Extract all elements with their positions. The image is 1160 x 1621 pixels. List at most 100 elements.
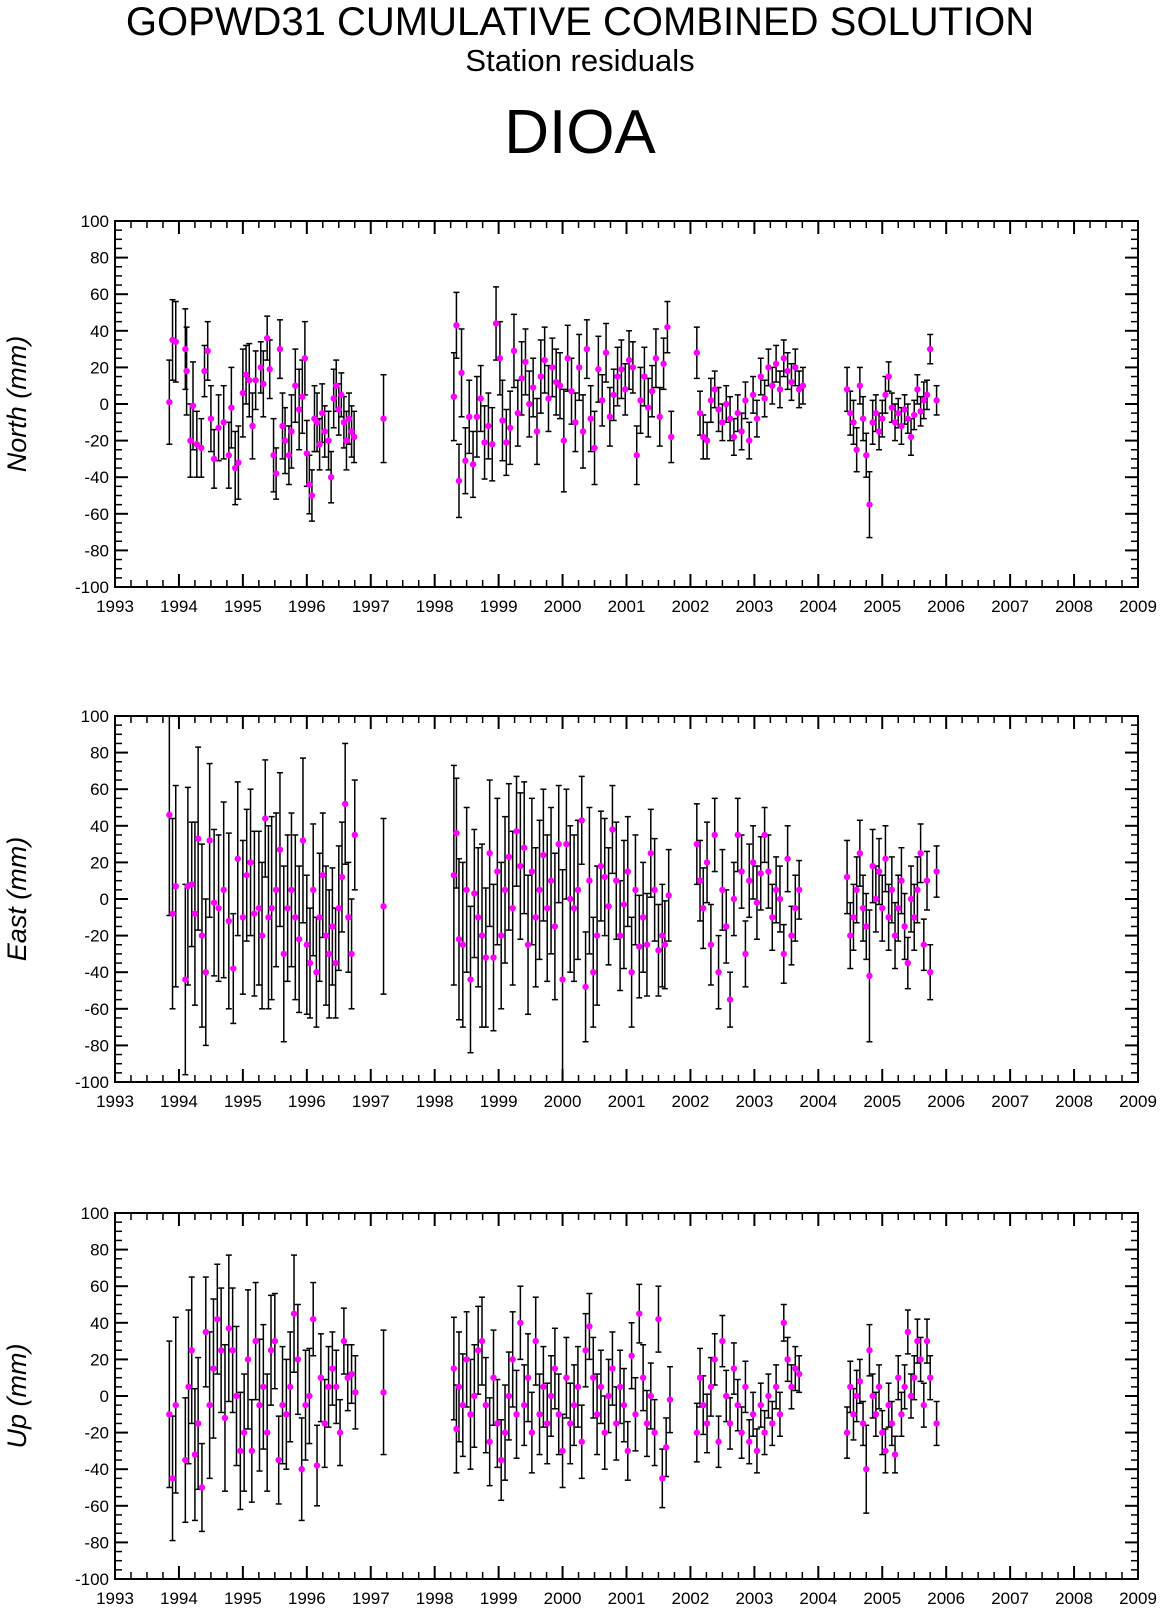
north-data-point (738, 428, 745, 435)
north-data-point (606, 413, 614, 421)
up-data-point (471, 1392, 478, 1400)
up-data-point (494, 1420, 501, 1427)
east-xtick-label: 2005 (863, 1092, 901, 1111)
north-data-point (510, 347, 518, 355)
north-data-point (888, 404, 896, 411)
east-data-point (303, 941, 311, 948)
east-data-point (280, 950, 287, 958)
up-data-point (528, 1429, 536, 1436)
up-data-point (726, 1420, 734, 1427)
up-data-point (182, 1456, 189, 1464)
east-xtick-label: 2000 (544, 1092, 582, 1111)
up-data-point (501, 1429, 509, 1436)
north-data-point (859, 415, 867, 422)
east-data-point (486, 850, 493, 857)
up-data-point (286, 1383, 294, 1391)
up-data-point (659, 1475, 666, 1482)
east-data-point (904, 959, 912, 967)
north-data-point (492, 320, 500, 327)
up-data-point (639, 1374, 647, 1381)
up-data-point (290, 1310, 298, 1317)
up-data-point (302, 1401, 309, 1409)
north-data-point (333, 382, 340, 389)
east-data-point (351, 831, 358, 839)
north-data-point (281, 437, 289, 444)
east-data-point (194, 835, 202, 842)
north-data-point (707, 397, 715, 404)
east-data-point (853, 886, 860, 894)
up-data-point (225, 1325, 233, 1332)
east-data-point (647, 850, 654, 857)
up-data-point (578, 1438, 585, 1445)
east-data-point (927, 969, 934, 976)
north-data-point (450, 393, 458, 400)
north-data-point (757, 373, 764, 380)
north-data-point (668, 433, 675, 441)
north-data-point (599, 397, 606, 404)
up-data-point (333, 1383, 340, 1391)
up-xtick-label: 2007 (991, 1589, 1029, 1608)
up-data-point (505, 1392, 513, 1400)
up-data-point (229, 1347, 236, 1354)
north-data-point (765, 364, 772, 371)
east-data-point (234, 855, 241, 862)
east-data-point (262, 815, 269, 822)
east-xtick-label: 2001 (608, 1092, 646, 1111)
up-ytick-label: -20 (84, 1424, 109, 1443)
north-data-point (183, 367, 190, 375)
east-data-point (784, 855, 791, 862)
north-data-point (496, 355, 504, 362)
east-data-point (220, 886, 227, 894)
up-data-point (559, 1447, 566, 1455)
up-data-point (298, 1466, 305, 1473)
east-data-point (879, 904, 886, 912)
up-data-point (313, 1462, 321, 1469)
east-data-point (757, 870, 764, 877)
up-data-point (616, 1383, 624, 1391)
north-xtick-label: 2001 (608, 597, 646, 616)
east-data-point (230, 965, 237, 972)
north-data-point (285, 452, 293, 459)
east-xtick-label: 2003 (735, 1092, 773, 1111)
north-data-point (843, 386, 851, 393)
north-data-point (703, 437, 711, 444)
up-data-point (746, 1438, 753, 1445)
up-data-point (738, 1429, 745, 1436)
east-data-point (559, 976, 566, 983)
up-data-point (923, 1337, 931, 1345)
up-data-point (486, 1438, 493, 1445)
up-ytick-label: -60 (84, 1497, 109, 1516)
north-xtick-label: 2009 (1119, 597, 1157, 616)
up-data-point (850, 1411, 857, 1418)
north-data-point (316, 441, 323, 448)
up-data-point (882, 1447, 889, 1455)
east-data-point (734, 831, 741, 839)
north-data-point (306, 481, 313, 488)
up-data-point (879, 1429, 886, 1436)
east-data-point (726, 996, 734, 1003)
north-data-point (625, 356, 633, 364)
up-data-point (169, 1475, 176, 1482)
north-data-point (303, 450, 311, 457)
up-xtick-label: 1993 (96, 1589, 134, 1608)
north-data-point (506, 424, 514, 431)
east-xtick-label: 1999 (480, 1092, 518, 1111)
north-data-point (263, 334, 271, 342)
up-data-point (792, 1365, 799, 1372)
north-data-point (723, 400, 730, 408)
up-data-point (586, 1323, 593, 1330)
east-data-point (288, 886, 295, 894)
north-data-point (453, 322, 460, 329)
north-data-point (182, 345, 189, 353)
north-data-point (622, 386, 629, 393)
up-data-point (551, 1365, 559, 1372)
east-data-point (597, 862, 605, 870)
up-data-point (872, 1411, 880, 1418)
up-data-point (260, 1383, 267, 1391)
east-data-point (898, 877, 905, 884)
north-plot-frame (114, 220, 1139, 588)
up-xtick-label: 1995 (224, 1589, 262, 1608)
up-data-point (478, 1337, 486, 1345)
north-data-point (885, 373, 892, 380)
north-data-point (917, 408, 924, 415)
